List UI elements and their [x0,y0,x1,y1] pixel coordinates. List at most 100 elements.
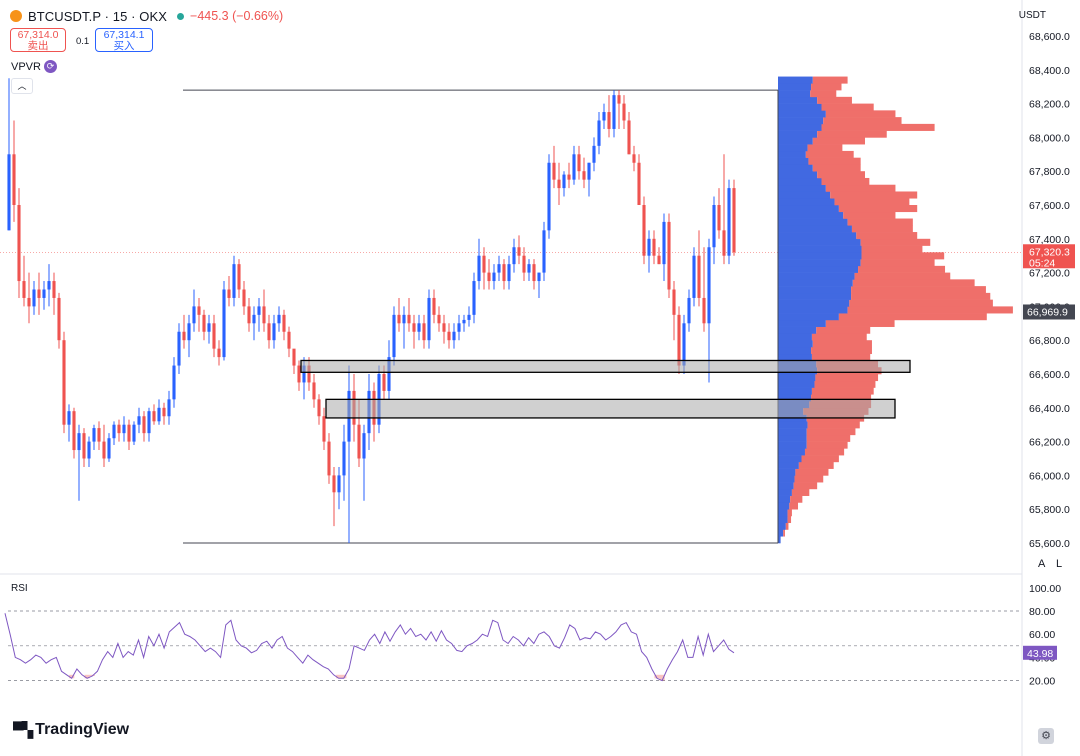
candle-body [147,411,151,434]
candle-body [602,112,606,121]
candle-body [702,297,706,324]
vp-buy-bar [778,279,853,287]
vp-sell-bar [783,529,785,537]
rsi-indicator-label[interactable]: RSI [11,583,28,594]
vp-sell-bar [805,150,854,158]
candle-body [537,272,541,282]
vp-sell-bar [851,292,991,300]
candle-body [642,205,646,256]
candle-body [322,416,326,442]
vp-buy-bar [778,150,806,158]
rsi-value-label: 43.98 [1027,648,1053,660]
vp-buy-bar [778,177,822,186]
buy-button[interactable]: 67,314.1 买入 [95,28,153,52]
price-tick-label: 66,600.0 [1029,369,1070,381]
price-tick-label: 67,800.0 [1029,166,1070,178]
candle-body [22,281,26,298]
candle-body [712,205,716,248]
candle-body [587,162,591,180]
vp-buy-bar [778,198,835,206]
candle-body [532,264,536,282]
candle-body [92,428,96,442]
candle-body [142,416,146,434]
sell-label: 卖出 [27,40,49,52]
price-tick-label: 67,400.0 [1029,234,1070,246]
vp-sell-bar [811,353,871,361]
vp-buy-bar [778,76,813,84]
candle-body [657,255,661,265]
vp-sell-bar [851,225,913,233]
candle-body [197,306,201,315]
vp-buy-bar [778,96,818,104]
candle-body [227,289,231,298]
vp-sell-bar [851,286,986,294]
rsi-tick-label: 60.00 [1029,629,1055,641]
vp-sell-bar [811,346,872,355]
chevron-up-icon[interactable]: ︿ [11,78,33,94]
candle-body [717,205,721,231]
candle-body [87,441,91,459]
candle-body [672,289,676,315]
log-scale-button[interactable]: L [1056,558,1063,570]
vp-buy-bar [778,387,812,395]
auto-scale-button[interactable]: A [1038,558,1046,570]
candle-body [312,382,316,400]
vp-sell-bar [787,509,792,517]
candle-body [237,264,241,290]
price-tick-label: 68,000.0 [1029,132,1070,144]
candle-body [32,289,36,307]
rsi-oversold-fill [69,674,75,679]
vp-buy-bar [778,299,850,307]
price-tick-label: 66,200.0 [1029,437,1070,449]
price-tick-label: 68,200.0 [1029,99,1070,111]
candle-body [62,340,66,425]
vp-sell-bar [847,218,913,226]
price-axis[interactable]: 68,600.0 68,400.0 68,200.0 68,000.0 67,800.0… [1029,31,1070,688]
candle-body [107,438,111,459]
candles [7,78,736,543]
candle-body [597,120,601,146]
vp-sell-bar [817,130,887,138]
buy-price: 67,314.1 [103,29,145,41]
live-dot-icon [177,12,185,20]
vp-buy-bar [778,374,816,382]
vp-buy-bar [778,346,812,355]
rsi-oversold-fill [341,674,347,679]
candle-body [612,95,616,129]
vp-buy-bar [778,225,852,233]
vp-sell-bar [843,211,896,219]
bitcoin-logo-icon [10,10,22,22]
candle-body [447,331,451,341]
candle-body [102,441,106,459]
candle-body [397,314,401,324]
vpvr-indicator-label[interactable]: VPVR [11,61,41,73]
candle-body [432,297,436,315]
candle-body [167,399,171,417]
crosshair-price-label: 66,969.9 [1027,306,1068,318]
candle-body [257,306,261,315]
price-tick-label: 68,600.0 [1029,31,1070,43]
tradingview-brand[interactable]: ▀▚ TradingView [13,721,129,739]
vp-sell-bar [815,374,879,382]
candle-body [162,407,166,417]
vp-buy-bar [778,468,796,476]
symbol-title[interactable]: BTCUSDT.P · 15 · OKX [28,8,168,24]
countdown-label: 05:24 [1029,257,1055,269]
chart-settings-icon[interactable]: ⚙ [1038,728,1054,744]
vp-buy-bar [778,123,822,131]
price-tick-label: 66,000.0 [1029,470,1070,482]
vp-sell-bar [814,380,876,388]
vp-buy-bar [778,488,792,496]
currency-label[interactable]: USDT [1018,10,1046,21]
vp-sell-bar [816,326,871,334]
candle-body [497,264,501,273]
refresh-icon[interactable]: ⟳ [44,60,57,73]
price-change: −445.3 (−0.66%) [190,9,284,23]
vp-buy-bar [778,448,805,456]
sell-button[interactable]: 67,314.0 卖出 [10,28,66,52]
last-price-badge [1023,244,1075,269]
vp-buy-bar [778,211,844,219]
candle-body [297,365,301,383]
rsi-oversold-fill [84,674,90,679]
